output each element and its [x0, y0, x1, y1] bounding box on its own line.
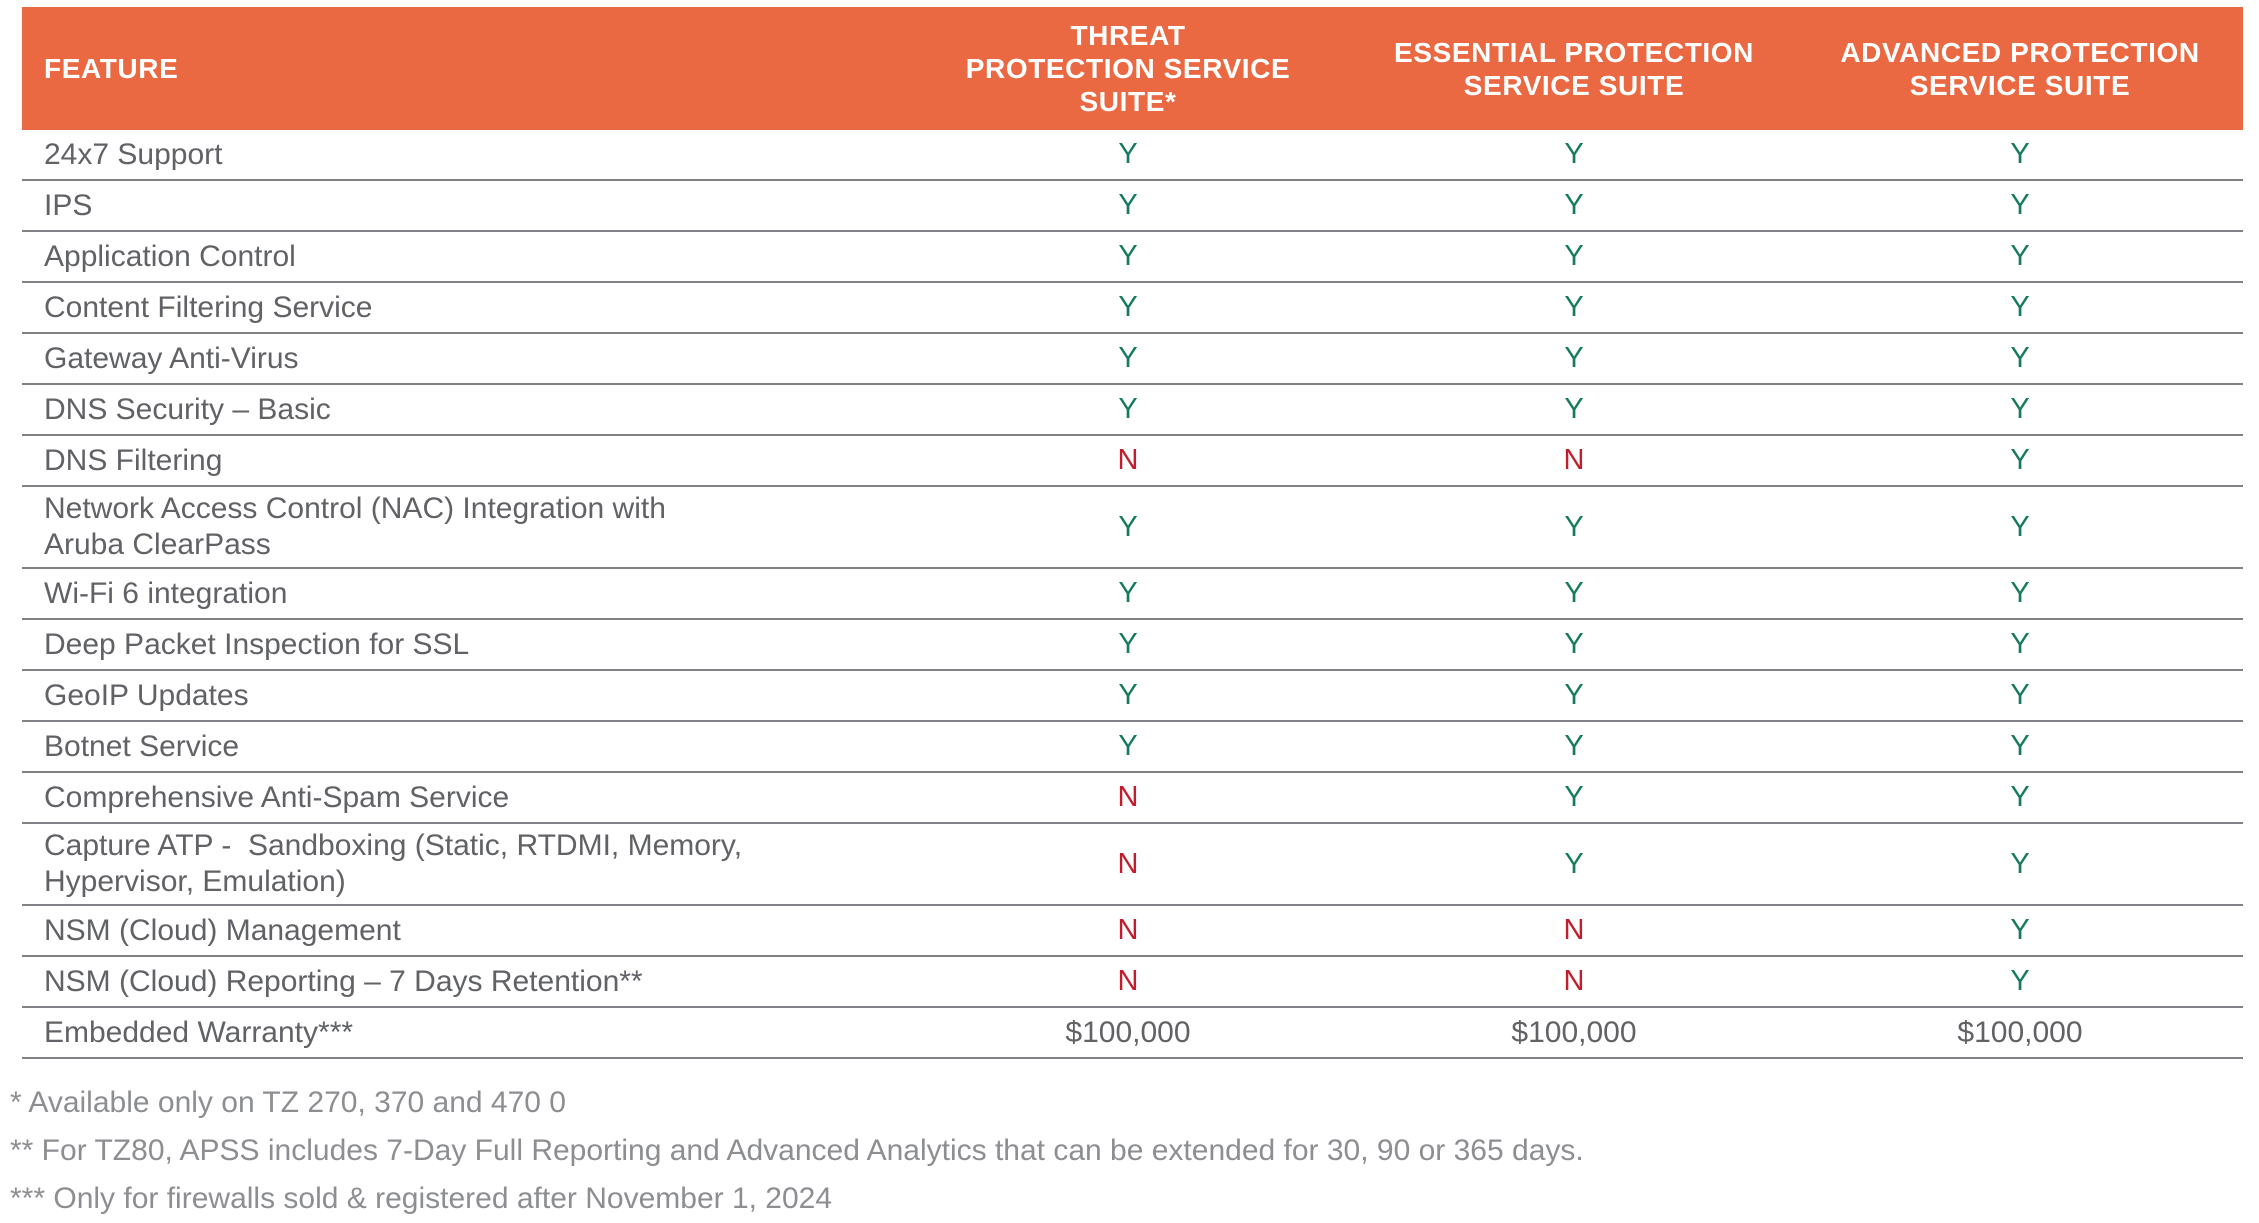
table-row: Wi-Fi 6 integration Y Y Y: [22, 569, 2243, 620]
advanced-value-cell: Y: [2010, 342, 2030, 374]
advanced-value-cell: Y: [2010, 781, 2030, 813]
column-header-feature: FEATURE: [44, 53, 179, 84]
feature-cell: Content Filtering Service: [44, 290, 373, 324]
advanced-value-cell: Y: [2010, 393, 2030, 425]
threat-value-cell: Y: [1118, 679, 1138, 711]
table-row: NSM (Cloud) Management N N Y: [22, 906, 2243, 957]
feature-cell: IPS: [44, 188, 93, 222]
threat-value-cell: Y: [1118, 342, 1138, 374]
threat-value-cell: N: [1117, 847, 1139, 880]
advanced-value-cell: Y: [2010, 577, 2030, 609]
feature-cell: GeoIP Updates: [44, 678, 249, 712]
feature-cell: Gateway Anti-Virus: [44, 341, 299, 375]
table-body: 24x7 Support Y Y Y IPS Y Y Y Application…: [22, 130, 2243, 1059]
table-row: Botnet Service Y Y Y: [22, 722, 2243, 773]
essential-value-cell: Y: [1564, 781, 1584, 813]
feature-cell: DNS Filtering: [44, 443, 223, 477]
advanced-value-cell: Y: [2010, 291, 2030, 323]
advanced-value-cell: Y: [2010, 965, 2030, 997]
table-row: NSM (Cloud) Reporting – 7 Days Retention…: [22, 957, 2243, 1008]
essential-value-cell: Y: [1564, 138, 1584, 170]
feature-cell: Application Control: [44, 239, 296, 273]
feature-cell: Botnet Service: [44, 729, 240, 763]
advanced-value-cell: Y: [2010, 847, 2030, 880]
advanced-value-cell: Y: [2010, 730, 2030, 762]
feature-cell: Comprehensive Anti-Spam Service: [44, 780, 510, 814]
feature-cell: 24x7 Support: [44, 137, 223, 171]
threat-value-cell: Y: [1118, 730, 1138, 762]
essential-value-cell: Y: [1564, 393, 1584, 425]
advanced-value-cell: Y: [2010, 138, 2030, 170]
threat-value-cell: N: [1117, 914, 1139, 946]
threat-value-cell: Y: [1118, 577, 1138, 609]
threat-value-cell: Y: [1118, 189, 1138, 221]
footnote-warranty-registration: *** Only for firewalls sold & registered…: [10, 1182, 833, 1215]
essential-value-cell: Y: [1564, 679, 1584, 711]
essential-value-cell: Y: [1564, 847, 1584, 880]
threat-value-cell: Y: [1118, 240, 1138, 272]
feature-cell: Network Access Control (NAC) Integration…: [44, 492, 666, 561]
advanced-value-cell: Y: [2010, 628, 2030, 660]
threat-value-cell: Y: [1118, 138, 1138, 170]
essential-value-cell: N: [1563, 444, 1585, 476]
table-row: Deep Packet Inspection for SSL Y Y Y: [22, 620, 2243, 671]
table-row: Application Control Y Y Y: [22, 232, 2243, 283]
essential-value-cell: Y: [1564, 291, 1584, 323]
threat-value-cell: $100,000: [1065, 1015, 1191, 1049]
essential-value-cell: Y: [1564, 577, 1584, 609]
essential-value-cell: N: [1563, 965, 1585, 997]
table-row: 24x7 Support Y Y Y: [22, 130, 2243, 181]
threat-value-cell: N: [1117, 781, 1139, 813]
feature-cell: Deep Packet Inspection for SSL: [44, 627, 470, 661]
feature-cell: DNS Security – Basic: [44, 392, 331, 426]
essential-value-cell: Y: [1564, 189, 1584, 221]
essential-value-cell: Y: [1564, 628, 1584, 660]
feature-cell: Embedded Warranty***: [44, 1015, 354, 1049]
advanced-value-cell: Y: [2010, 240, 2030, 272]
advanced-value-cell: $100,000: [1957, 1015, 2083, 1049]
table-row: Network Access Control (NAC) Integration…: [22, 487, 2243, 569]
column-header-essential-protection-service-suite: ESSENTIAL PROTECTION SERVICE SUITE: [1394, 36, 1754, 101]
table-row: Gateway Anti-Virus Y Y Y: [22, 334, 2243, 385]
essential-value-cell: N: [1563, 914, 1585, 946]
feature-cell: NSM (Cloud) Reporting – 7 Days Retention…: [44, 964, 643, 998]
essential-value-cell: Y: [1564, 342, 1584, 374]
footnote-tz80-apss-reporting: ** For TZ80, APSS includes 7-Day Full Re…: [10, 1134, 1584, 1167]
threat-value-cell: N: [1117, 444, 1139, 476]
threat-value-cell: N: [1117, 965, 1139, 997]
essential-value-cell: $100,000: [1511, 1015, 1637, 1049]
table-row: IPS Y Y Y: [22, 181, 2243, 232]
threat-value-cell: Y: [1118, 393, 1138, 425]
column-header-advanced-protection-service-suite: ADVANCED PROTECTION SERVICE SUITE: [1840, 36, 2200, 101]
advanced-value-cell: Y: [2010, 510, 2030, 543]
threat-value-cell: Y: [1118, 291, 1138, 323]
essential-value-cell: Y: [1564, 510, 1584, 543]
threat-value-cell: Y: [1118, 628, 1138, 660]
column-header-threat-protection-service-suite: THREAT PROTECTION SERVICE SUITE*: [965, 20, 1291, 117]
table-row: Embedded Warranty*** $100,000 $100,000 $…: [22, 1008, 2243, 1059]
feature-cell: NSM (Cloud) Management: [44, 913, 401, 947]
table-row: Content Filtering Service Y Y Y: [22, 283, 2243, 334]
table-row: GeoIP Updates Y Y Y: [22, 671, 2243, 722]
footnotes: * Available only on TZ 270, 370 and 470 …: [10, 1079, 1584, 1223]
table-row: DNS Security – Basic Y Y Y: [22, 385, 2243, 436]
feature-cell: Capture ATP - Sandboxing (Static, RTDMI,…: [44, 829, 743, 898]
advanced-value-cell: Y: [2010, 679, 2030, 711]
advanced-value-cell: Y: [2010, 914, 2030, 946]
footnote-available-models: * Available only on TZ 270, 370 and 470 …: [10, 1086, 566, 1119]
essential-value-cell: Y: [1564, 730, 1584, 762]
advanced-value-cell: Y: [2010, 444, 2030, 476]
advanced-value-cell: Y: [2010, 189, 2030, 221]
table-header-row: FEATURE THREAT PROTECTION SERVICE SUITE*…: [22, 7, 2243, 130]
essential-value-cell: Y: [1564, 240, 1584, 272]
service-suite-comparison-table: FEATURE THREAT PROTECTION SERVICE SUITE*…: [22, 7, 2243, 1059]
table-row: Capture ATP - Sandboxing (Static, RTDMI,…: [22, 824, 2243, 906]
threat-value-cell: Y: [1118, 510, 1138, 543]
table-row: Comprehensive Anti-Spam Service N Y Y: [22, 773, 2243, 824]
table-row: DNS Filtering N N Y: [22, 436, 2243, 487]
feature-cell: Wi-Fi 6 integration: [44, 576, 288, 610]
